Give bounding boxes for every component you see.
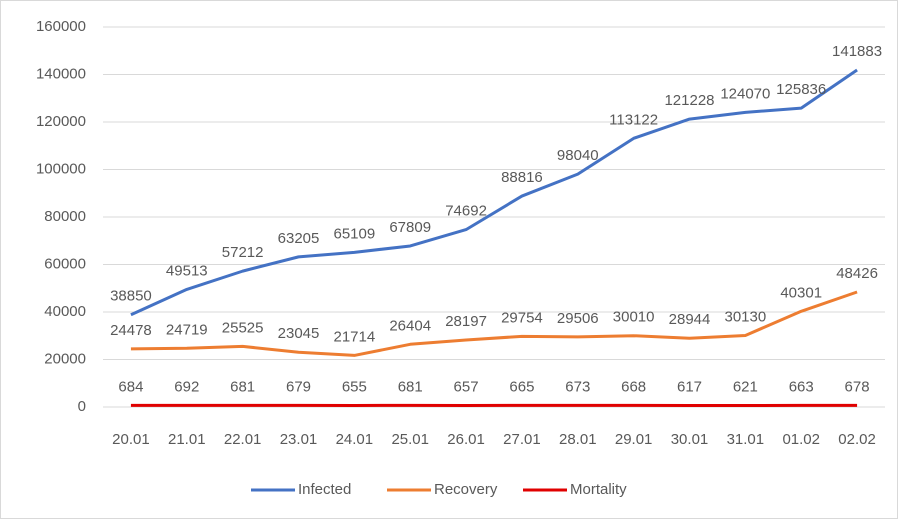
data-label: 30130 (724, 308, 766, 325)
x-tick-label: 31.01 (727, 431, 765, 448)
y-tick-label: 100000 (36, 160, 86, 177)
data-label: 621 (733, 378, 758, 395)
data-label: 125836 (776, 81, 826, 98)
data-label: 657 (454, 378, 479, 395)
series-line (130, 68, 858, 317)
x-tick-label: 21.01 (168, 431, 206, 448)
data-label: 26404 (389, 317, 431, 334)
data-label: 29754 (501, 309, 543, 326)
data-label: 679 (286, 378, 311, 395)
x-tick-label: 02.02 (838, 431, 876, 448)
data-label: 67809 (389, 219, 431, 236)
data-label: 124070 (720, 85, 770, 102)
data-label: 113122 (609, 111, 658, 128)
y-tick-label: 140000 (36, 65, 86, 82)
x-tick-label: 25.01 (391, 431, 429, 448)
data-label: 665 (509, 378, 534, 395)
legend-label: Recovery (434, 481, 498, 498)
data-label: 681 (230, 378, 255, 395)
data-label: 673 (565, 378, 590, 395)
y-tick-label: 20000 (44, 350, 86, 367)
legend-label: Infected (298, 481, 351, 498)
data-label: 48426 (836, 265, 878, 282)
data-label: 74692 (445, 203, 487, 220)
y-tick-label: 160000 (36, 18, 86, 35)
data-label: 121228 (664, 92, 714, 109)
data-label: 25525 (222, 319, 264, 336)
data-label: 57212 (222, 244, 264, 261)
data-label: 684 (118, 378, 143, 395)
data-label: 617 (677, 379, 702, 396)
data-label: 28944 (669, 311, 711, 328)
x-tick-label: 30.01 (671, 431, 709, 448)
y-tick-label: 80000 (44, 208, 86, 225)
data-label: 30010 (613, 309, 655, 326)
data-label: 692 (174, 378, 199, 395)
data-label: 24478 (110, 322, 152, 339)
data-label: 668 (621, 378, 646, 395)
data-label: 23045 (278, 325, 320, 342)
data-label: 28197 (445, 313, 487, 330)
x-tick-label: 23.01 (280, 431, 318, 448)
series-line (130, 290, 858, 357)
data-label: 21714 (333, 328, 375, 345)
data-label: 681 (398, 378, 423, 395)
data-label: 29506 (557, 310, 599, 327)
x-tick-label: 01.02 (782, 431, 820, 448)
data-label: 88816 (501, 169, 543, 186)
data-label: 663 (789, 378, 814, 395)
data-label: 24719 (166, 321, 208, 338)
y-tick-label: 0 (78, 398, 86, 415)
data-label: 141883 (832, 43, 882, 60)
y-tick-label: 40000 (44, 303, 86, 320)
data-label: 63205 (278, 230, 320, 247)
x-tick-label: 26.01 (447, 431, 485, 448)
x-tick-label: 29.01 (615, 431, 653, 448)
data-label: 40301 (780, 284, 822, 301)
y-tick-label: 60000 (44, 255, 86, 272)
x-tick-label: 22.01 (224, 431, 262, 448)
data-label: 98040 (557, 147, 599, 164)
x-tick-label: 28.01 (559, 431, 597, 448)
data-label: 38850 (110, 288, 152, 305)
data-label: 655 (342, 378, 367, 395)
data-label: 49513 (166, 262, 208, 279)
y-tick-label: 120000 (36, 113, 86, 130)
legend-label: Mortality (570, 481, 627, 498)
x-tick-label: 27.01 (503, 431, 541, 448)
x-tick-label: 20.01 (112, 431, 150, 448)
x-tick-label: 24.01 (336, 431, 374, 448)
data-label: 65109 (333, 225, 375, 242)
data-label: 678 (845, 378, 870, 395)
